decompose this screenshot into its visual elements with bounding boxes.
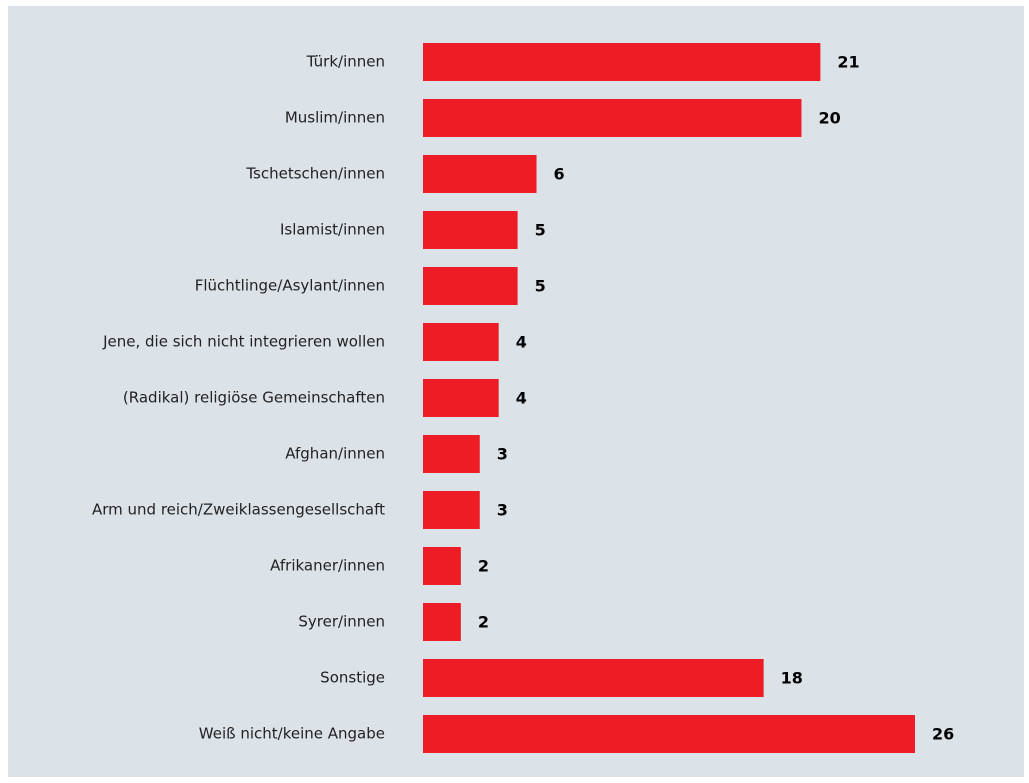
bar [423,379,499,417]
value-label: 21 [837,53,859,72]
value-label: 26 [932,725,954,744]
value-label: 20 [818,109,840,128]
bar [423,603,461,641]
category-label: Syrer/innen [298,613,385,631]
value-label: 3 [497,501,508,520]
value-label: 18 [781,669,803,688]
category-label: Afrikaner/innen [270,557,385,575]
category-label: Sonstige [320,669,385,687]
bar [423,435,480,473]
category-label: Tschetschen/innen [245,165,385,183]
bar [423,547,461,585]
bar [423,715,915,753]
category-label: Weiß nicht/keine Angabe [199,725,385,743]
value-label: 2 [478,613,489,632]
category-label: Flüchtlinge/Asylant/innen [195,277,385,295]
bar [423,491,480,529]
category-label: Afghan/innen [285,445,385,463]
bar [423,155,537,193]
bar [423,267,518,305]
value-label: 2 [478,557,489,576]
category-label: Muslim/innen [285,109,385,127]
category-label: Jene, die sich nicht integrieren wollen [102,333,385,351]
category-label: (Radikal) religiöse Gemeinschaften [123,389,385,407]
value-label: 5 [535,277,546,296]
value-label: 6 [554,165,565,184]
bar [423,211,518,249]
category-label: Türk/innen [306,53,385,71]
bar [423,659,764,697]
value-label: 4 [516,389,527,408]
bar [423,323,499,361]
category-label: Islamist/innen [280,221,385,239]
bar [423,43,821,81]
value-label: 5 [535,221,546,240]
category-label: Arm und reich/Zweiklassengesellschaft [92,501,385,519]
value-label: 4 [516,333,527,352]
value-label: 3 [497,445,508,464]
bar [423,99,802,137]
